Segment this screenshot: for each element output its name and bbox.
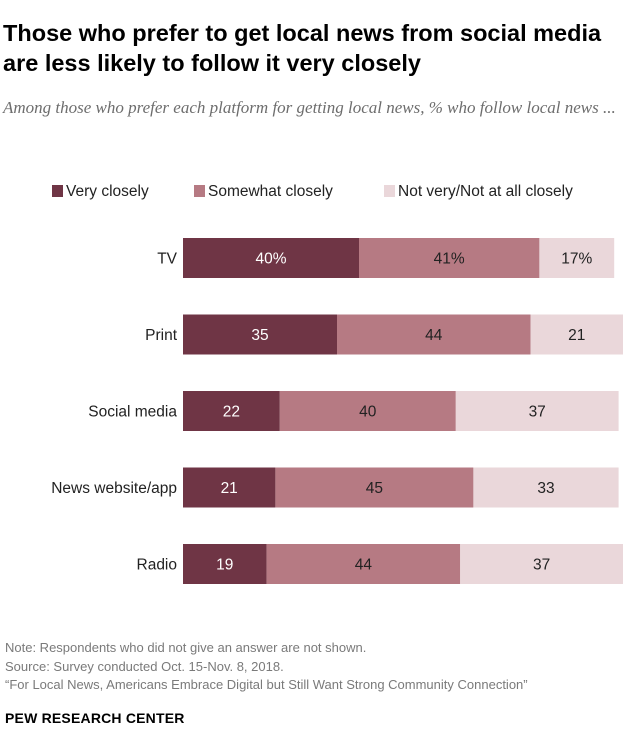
- bar-radio-somewhat-closely: [266, 544, 461, 584]
- legend-label-very-closely: Very closely: [66, 183, 149, 200]
- data-label-news-website-app-not-very-not-at-all-closely: 33: [537, 480, 554, 497]
- bar-news-website-app-not-very-not-at-all-closely: [473, 467, 619, 508]
- bar-print-not-very-not-at-all-closely: [530, 314, 623, 355]
- legend-swatch-somewhat-closely: [194, 185, 205, 197]
- category-label-radio: Radio: [137, 557, 178, 574]
- data-label-news-website-app-somewhat-closely: 45: [366, 480, 383, 497]
- report-title: “For Local News, Americans Embrace Digit…: [5, 677, 528, 692]
- data-label-social-media-very-closely: 22: [223, 404, 240, 421]
- bar-print-somewhat-closely: [337, 314, 531, 355]
- category-label-tv: TV: [157, 251, 177, 268]
- data-label-social-media-somewhat-closely: 40: [359, 404, 377, 421]
- bar-radio-not-very-not-at-all-closely: [460, 544, 623, 584]
- legend-label-somewhat-closely: Somewhat closely: [208, 183, 333, 200]
- category-label-print: Print: [145, 327, 178, 344]
- bar-print-very-closely: [183, 314, 337, 355]
- notes-block: Note: Respondents who did not give an an…: [5, 639, 635, 695]
- data-label-radio-very-closely: 19: [216, 557, 233, 574]
- data-label-radio-somewhat-closely: 44: [355, 557, 373, 574]
- data-label-print-very-closely: 35: [251, 327, 268, 344]
- legend-label-not-very-not-at-all-closely: Not very/Not at all closely: [398, 183, 573, 200]
- bar-news-website-app-very-closely: [183, 467, 276, 508]
- data-label-radio-not-very-not-at-all-closely: 37: [533, 557, 550, 574]
- bar-social-media-not-very-not-at-all-closely: [455, 391, 619, 431]
- brand-logo-text: PEW RESEARCH CENTER: [5, 710, 185, 726]
- data-label-tv-somewhat-closely: 41%: [434, 251, 465, 268]
- data-label-tv-very-closely: 40%: [255, 251, 286, 268]
- bar-news-website-app-somewhat-closely: [275, 467, 474, 508]
- source-text: Source: Survey conducted Oct. 15-Nov. 8,…: [5, 658, 284, 674]
- data-label-tv-not-very-not-at-all-closely: 17%: [561, 251, 592, 268]
- category-label-social-media: Social media: [88, 404, 177, 421]
- bar-tv-not-very-not-at-all-closely: [539, 238, 615, 278]
- chart-subtitle: Among those who prefer each platform for…: [3, 98, 616, 117]
- data-label-print-somewhat-closely: 44: [425, 327, 443, 344]
- data-label-social-media-not-very-not-at-all-closely: 37: [529, 404, 546, 421]
- bar-radio-very-closely: [183, 544, 267, 584]
- chart-title: Those who prefer to get local news from …: [3, 20, 602, 76]
- bar-social-media-very-closely: [183, 391, 280, 431]
- note-text: Note: Respondents who did not give an an…: [5, 640, 367, 655]
- stacked-bar-chart: Very closely Somewhat closely Not very/Not…: [51, 183, 623, 584]
- category-label-news-website-app: News website/app: [51, 480, 177, 497]
- bar-tv-very-closely: [183, 238, 359, 278]
- data-label-print-not-very-not-at-all-closely: 21: [568, 327, 585, 344]
- bar-social-media-somewhat-closely: [279, 391, 456, 431]
- legend-swatch-very-closely: [52, 185, 63, 197]
- legend-swatch-not-very-not-at-all-closely: [384, 185, 395, 197]
- bar-tv-somewhat-closely: [359, 238, 540, 278]
- data-label-news-website-app-very-closely: 21: [221, 480, 238, 497]
